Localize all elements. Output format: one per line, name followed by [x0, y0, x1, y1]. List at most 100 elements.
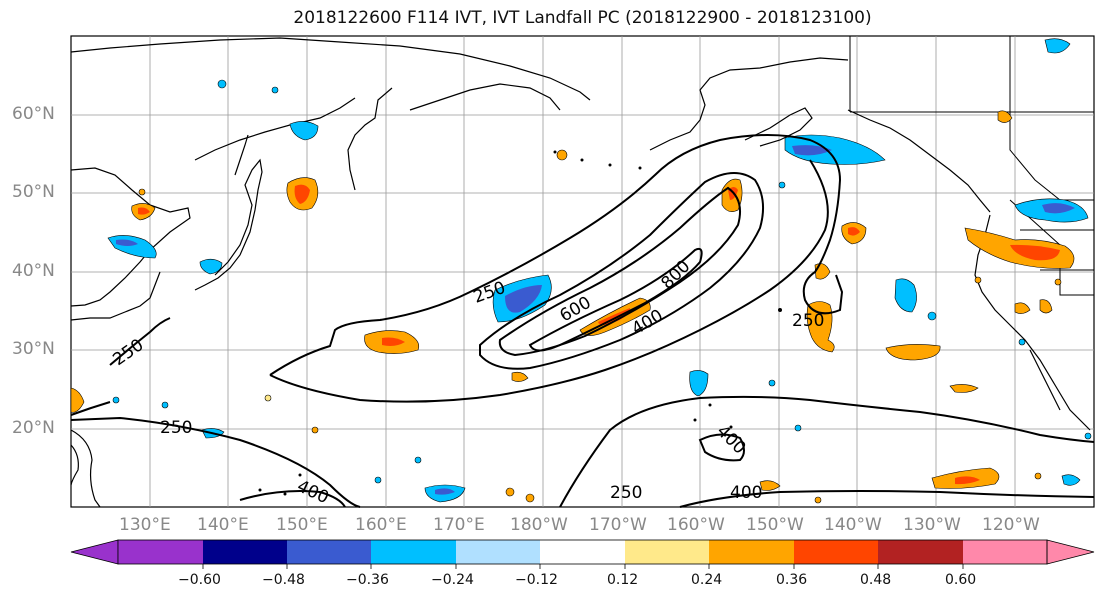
colorbar-outline [117, 539, 1048, 565]
blob-neg-small-12 [1084, 432, 1092, 440]
blob-pos-small-2 [138, 188, 146, 196]
blob-pos-japan [131, 203, 156, 221]
lat-label-50n: 50°N [12, 182, 55, 202]
lat-label-30n: 30°N [12, 339, 55, 359]
contour-400-dateline [698, 433, 745, 462]
contour-250-asia [70, 401, 111, 416]
contour-label: 400 [730, 483, 762, 503]
blob-pos-small-9 [974, 276, 982, 284]
lon-label-120w: 120°W [982, 515, 1040, 535]
blob-neg-small-8 [1018, 338, 1026, 346]
blob-pos-small-1 [556, 149, 568, 161]
blob-pos-kuril [286, 177, 319, 211]
colorbar-segment [625, 540, 709, 564]
blob-pos-130w [949, 384, 979, 393]
contour-label: 250 [610, 483, 642, 503]
blob-pos-160e [364, 330, 419, 354]
colorbar-tick-label: 0.12 [607, 572, 639, 588]
lon-label-160e: 160°E [355, 515, 407, 535]
lon-label-150w: 150°W [746, 515, 804, 535]
blob-neg-bering [784, 134, 886, 165]
lon-label-170e: 170°E [433, 515, 485, 535]
lat-label-60n: 60°N [12, 104, 55, 124]
colorbar-segment [203, 540, 287, 564]
chart-title: 2018122600 F114 IVT, IVT Landfall PC (20… [293, 8, 872, 28]
contour-label: 250 [160, 418, 192, 438]
coast-aleutians [744, 107, 813, 147]
lon-label-180w: 180°W [510, 515, 568, 535]
colorbar-tick-label: 0.36 [776, 572, 808, 588]
contour-400-south-east [679, 490, 1095, 508]
coast-kamchatka [347, 87, 393, 191]
contour-400-south [239, 490, 346, 508]
coast-chukotka [409, 83, 561, 111]
blob-neg-155w [689, 370, 709, 397]
blob-pos-small-7 [1034, 472, 1042, 480]
colorbar-tick-label: 0.24 [691, 572, 723, 588]
blob-neg-kuril [289, 121, 319, 141]
contour-250-japan [109, 317, 171, 366]
lon-label-150e: 150°E [276, 515, 328, 535]
contour-250-main [269, 134, 844, 376]
blob-neg-small-10 [414, 456, 422, 464]
blob-pos-alaska-coast [997, 110, 1013, 123]
blob-neg-small-6 [794, 424, 802, 432]
lon-label-130e: 130°E [119, 515, 171, 535]
blob-neg-small-3 [161, 401, 169, 409]
blob-pos-nw-coast-2 [1014, 302, 1031, 314]
ivt-contours [70, 134, 1095, 508]
colorbar-tick-label: −0.24 [431, 572, 474, 588]
blob-neg-135w [894, 278, 917, 313]
coast-siberia-north [70, 37, 591, 101]
blob-neg-small-7 [927, 311, 937, 321]
coast-na-west [974, 214, 1091, 431]
positive-anomalies [70, 110, 1075, 504]
colorbar-segment [540, 540, 625, 564]
coastlines [70, 37, 1091, 431]
blob-pos-155w [721, 178, 743, 212]
blob-pos-small-3 [264, 394, 272, 402]
coast-asia-north [70, 167, 191, 307]
contour-label: 250 [792, 311, 824, 331]
colorbar-segment [371, 540, 456, 564]
blob-pos-small-8 [814, 496, 822, 504]
lon-label-140e: 140°E [197, 515, 249, 535]
blob-neg-150e [199, 258, 223, 275]
lat-label-40n: 40°N [12, 261, 55, 281]
lon-label-170w: 170°W [589, 515, 647, 535]
lon-label-160w: 160°W [667, 515, 725, 535]
colorbar-segment [456, 540, 540, 564]
blob-pos-small-6 [525, 493, 535, 503]
colorbar-tick-label: −0.12 [515, 572, 558, 588]
colorbar-tick-label: 0.48 [860, 572, 892, 588]
contour-250-lower [269, 159, 829, 403]
colorbar-segment [878, 540, 963, 564]
coast-alaska-west [649, 57, 849, 151]
political-borders [849, 36, 1094, 296]
colorbar-segment [118, 540, 203, 564]
colorbar-max-arrow [1046, 539, 1095, 565]
colorbar-segment [963, 540, 1047, 564]
blob-pos-125w-south [931, 467, 1000, 489]
blob-pos-west-edge [70, 387, 85, 413]
blob-neg-small-11 [112, 396, 120, 404]
blob-neg-180 [492, 274, 552, 323]
coast-baja [1029, 349, 1061, 411]
colorbar [70, 539, 1095, 569]
coast-japan [194, 158, 263, 291]
blob-pos-140w [841, 222, 867, 245]
blob-neg-small-4 [778, 181, 786, 189]
blob-neg-125w-core [1042, 203, 1075, 214]
contour-250-south-east [559, 395, 1095, 508]
contour-400-outer [479, 172, 765, 370]
blob-pos-california [964, 227, 1075, 269]
contour-800 [528, 247, 703, 352]
blob-neg-small-9 [374, 476, 382, 484]
colorbar-segment [709, 540, 794, 564]
colorbar-tick-label: −0.36 [346, 572, 389, 588]
map-frame [70, 35, 1095, 508]
blob-pos-nw-coast [1039, 299, 1053, 314]
blob-neg-alaska [1044, 38, 1071, 54]
colorbar-segment [794, 540, 878, 564]
